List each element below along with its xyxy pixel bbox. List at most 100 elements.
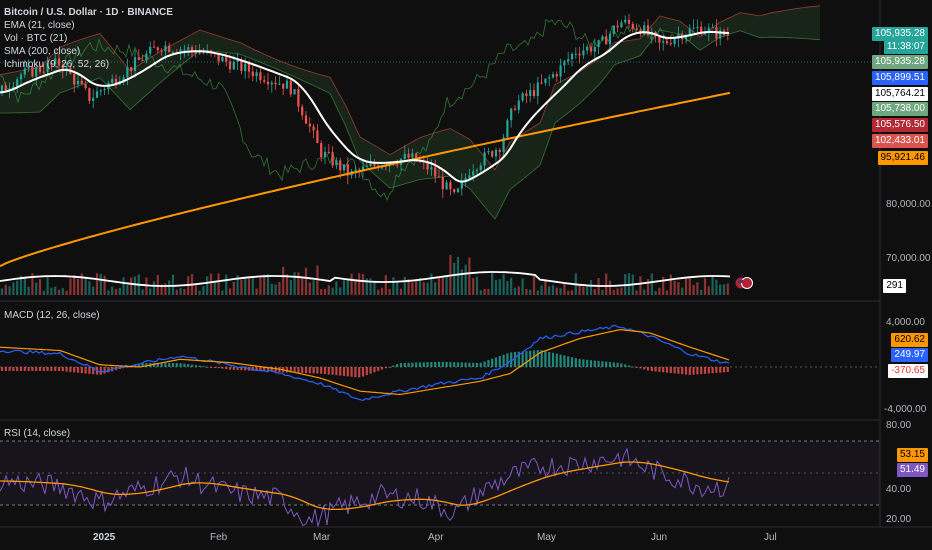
macd-histogram-bar bbox=[76, 367, 80, 373]
macd-histogram-bar bbox=[323, 367, 327, 375]
volume-bar bbox=[42, 290, 45, 295]
macd-histogram-bar bbox=[665, 367, 669, 373]
macd-histogram-bar bbox=[677, 367, 680, 374]
candle-body bbox=[114, 78, 118, 85]
macd-histogram-bar bbox=[293, 367, 296, 373]
macd-histogram-bar bbox=[308, 367, 311, 374]
candle-body bbox=[263, 80, 266, 82]
candle-body bbox=[662, 41, 665, 43]
macd-histogram-bar bbox=[377, 367, 380, 371]
volume-bar bbox=[403, 276, 406, 295]
candle-body bbox=[460, 180, 463, 189]
sma-legend[interactable]: SMA (200, close) bbox=[4, 46, 81, 57]
candle-body bbox=[521, 93, 524, 101]
macd-histogram-bar bbox=[301, 367, 304, 374]
macd-histogram-bar bbox=[464, 362, 467, 367]
ema-legend[interactable]: EMA (21, close) bbox=[4, 20, 75, 31]
macd-histogram-bar bbox=[555, 353, 558, 367]
ichimoku-legend[interactable]: Ichimoku (9, 26, 52, 26) bbox=[4, 59, 110, 70]
macd-histogram-bar bbox=[198, 365, 201, 367]
volume-bar bbox=[570, 290, 574, 295]
macd-histogram-bar bbox=[426, 362, 429, 367]
candle-body bbox=[586, 46, 589, 51]
volume-legend[interactable]: Vol · BTC (21) bbox=[4, 33, 68, 44]
macd-histogram-bar bbox=[650, 367, 653, 372]
volume-bar bbox=[472, 278, 475, 295]
volume-bar bbox=[130, 277, 133, 295]
macd-histogram-bar bbox=[631, 366, 634, 368]
candle-body bbox=[643, 25, 646, 35]
volume-bar bbox=[593, 288, 596, 295]
volume-bar bbox=[711, 275, 714, 295]
candle-body bbox=[513, 108, 517, 110]
macd-histogram-bar bbox=[213, 367, 216, 368]
volume-bar bbox=[620, 287, 623, 295]
candle-body bbox=[502, 137, 505, 153]
volume-bar bbox=[202, 286, 205, 295]
macd-histogram-bar bbox=[574, 358, 577, 367]
volume-bar bbox=[323, 288, 327, 295]
volume-bar bbox=[255, 288, 258, 295]
macd-line bbox=[0, 324, 730, 402]
macd-histogram-bar bbox=[339, 367, 342, 376]
candle-body bbox=[445, 182, 448, 190]
volume-bar bbox=[510, 277, 513, 295]
volume-bar bbox=[65, 290, 68, 295]
volume-bar bbox=[320, 289, 323, 295]
macd-histogram-bar bbox=[472, 362, 475, 367]
candle-body bbox=[361, 166, 365, 171]
macd-histogram-bar bbox=[160, 363, 163, 367]
candle-body bbox=[692, 27, 695, 29]
us-flag-icon[interactable] bbox=[735, 277, 753, 289]
macd-histogram-bar bbox=[399, 363, 403, 367]
macd-legend[interactable]: MACD (12, 26, close) bbox=[4, 310, 100, 321]
candle-body bbox=[270, 82, 273, 85]
macd-histogram-bar bbox=[225, 367, 228, 370]
volume-bar bbox=[692, 284, 695, 295]
volume-bar bbox=[658, 287, 661, 295]
macd-histogram-bar bbox=[544, 351, 547, 367]
candle-body bbox=[57, 58, 61, 66]
candle-body bbox=[456, 188, 460, 193]
volume-bar bbox=[665, 290, 669, 295]
macd-histogram-bar bbox=[612, 362, 615, 367]
macd-histogram-bar bbox=[168, 363, 171, 367]
candle-body bbox=[620, 22, 623, 28]
volume-bar bbox=[145, 277, 148, 295]
macd-histogram-bar bbox=[707, 367, 710, 374]
macd-histogram-bar bbox=[415, 362, 418, 367]
macd-histogram-bar bbox=[434, 361, 437, 367]
macd-histogram-bar bbox=[551, 352, 555, 367]
rsi-line bbox=[0, 447, 730, 527]
volume-bar bbox=[415, 280, 418, 295]
volume-bar bbox=[236, 275, 239, 295]
volume-bar bbox=[696, 282, 699, 295]
macd-histogram-bar bbox=[221, 367, 224, 369]
candle-body bbox=[665, 41, 669, 44]
candle-body bbox=[308, 123, 311, 127]
volume-bar bbox=[498, 279, 501, 295]
rsi-legend[interactable]: RSI (14, close) bbox=[4, 428, 71, 439]
candle-body bbox=[335, 160, 338, 166]
candle-body bbox=[88, 88, 91, 101]
candle-body bbox=[244, 63, 247, 71]
volume-bar bbox=[213, 282, 216, 295]
volume-bar bbox=[715, 279, 718, 295]
volume-bar bbox=[225, 274, 228, 295]
candle-body bbox=[278, 83, 281, 85]
candle-body bbox=[407, 153, 410, 158]
volume-bar bbox=[688, 277, 691, 295]
volume-bar bbox=[209, 273, 213, 295]
candle-body bbox=[536, 82, 539, 97]
symbol-title[interactable]: Bitcoin / U.S. Dollar · 1D · BINANCE bbox=[4, 7, 173, 18]
volume-bar bbox=[217, 273, 220, 295]
candle-body bbox=[266, 81, 270, 85]
x-label-2025: 2025 bbox=[93, 532, 116, 543]
volume-bar bbox=[513, 287, 517, 295]
volume-bar bbox=[168, 280, 171, 295]
macd-histogram-bar bbox=[316, 367, 319, 374]
volume-bar bbox=[608, 280, 612, 295]
candle-body bbox=[122, 77, 125, 82]
candle-body bbox=[0, 85, 4, 93]
